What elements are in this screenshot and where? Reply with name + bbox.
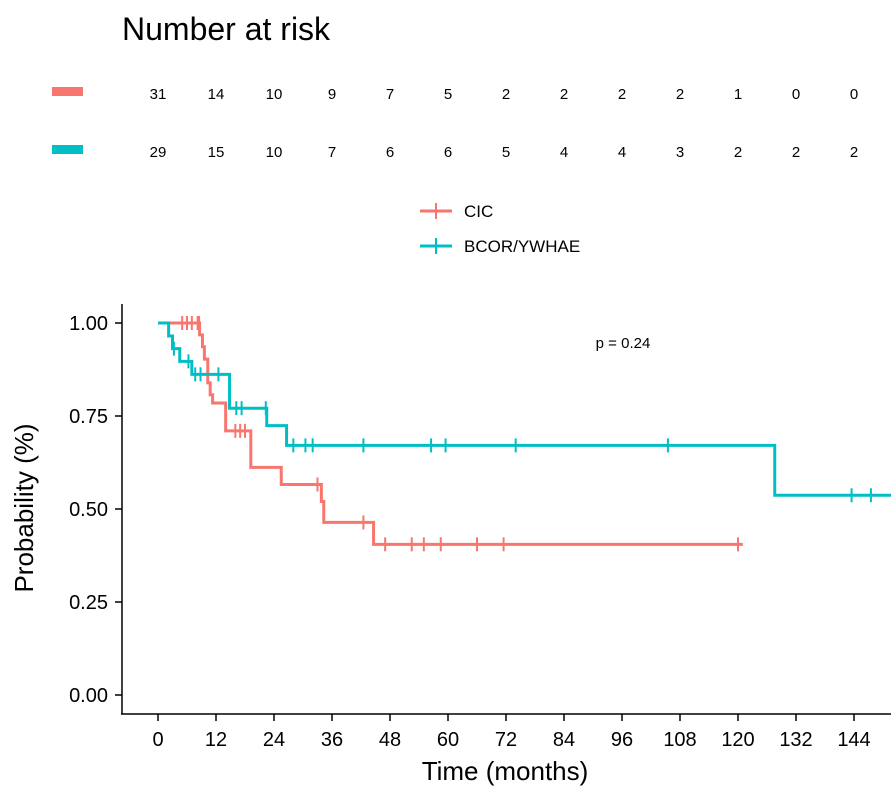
x-tick-label: 96 xyxy=(611,729,633,751)
y-tick-label: 1.00 xyxy=(69,313,108,335)
risk-count-bcor-ywhae: 10 xyxy=(266,144,283,161)
x-tick-label: 132 xyxy=(779,729,812,751)
risk-count-cic: 2 xyxy=(560,86,568,103)
legend-item-cic: CIC xyxy=(420,202,493,221)
survival-curve-cic xyxy=(158,321,743,546)
y-tick-label: 0.50 xyxy=(69,499,108,521)
legend: CIC BCOR/YWHAE xyxy=(420,202,580,256)
risk-count-bcor-ywhae: 3 xyxy=(676,144,684,161)
legend-label-cic: CIC xyxy=(464,202,493,221)
y-axis-ticks: 0.00 0.25 0.50 0.75 1.00 xyxy=(69,313,122,707)
series-cic xyxy=(158,316,743,552)
risk-count-cic: 2 xyxy=(676,86,684,103)
x-tick-label: 48 xyxy=(379,729,401,751)
risk-count-bcor-ywhae: 6 xyxy=(386,144,394,161)
risk-count-bcor-ywhae: 4 xyxy=(618,144,626,161)
x-tick-label: 120 xyxy=(721,729,754,751)
survival-curves xyxy=(158,316,891,552)
x-tick-label: 24 xyxy=(263,729,285,751)
legend-item-bcor-ywhae: BCOR/YWHAE xyxy=(420,237,580,256)
x-tick-label: 84 xyxy=(553,729,575,751)
risk-count-bcor-ywhae: 2 xyxy=(850,144,858,161)
risk-count-cic: 10 xyxy=(266,86,283,103)
risk-table: 3114109752222100029151076654432220 xyxy=(52,86,858,161)
risk-table-title: Number at risk xyxy=(122,11,331,47)
risk-count-cic: 0 xyxy=(792,86,800,103)
risk-count-bcor-ywhae: 2 xyxy=(734,144,742,161)
risk-count-bcor-ywhae: 29 xyxy=(150,144,167,161)
y-tick-label: 0.00 xyxy=(69,685,108,707)
risk-count-cic: 1 xyxy=(734,86,742,103)
risk-row-key-cic xyxy=(52,87,83,96)
risk-row-key-bcor-ywhae xyxy=(52,145,83,154)
risk-count-bcor-ywhae: 2 xyxy=(792,144,800,161)
series-bcor-ywhae xyxy=(158,321,891,503)
risk-count-cic: 9 xyxy=(328,86,336,103)
x-tick-label: 144 xyxy=(837,729,870,751)
x-tick-label: 36 xyxy=(321,729,343,751)
risk-count-bcor-ywhae: 6 xyxy=(444,144,452,161)
risk-count-cic: 31 xyxy=(150,86,167,103)
x-axis-title: Time (months) xyxy=(422,756,589,786)
risk-count-cic: 2 xyxy=(618,86,626,103)
x-tick-label: 12 xyxy=(205,729,227,751)
risk-count-cic: 2 xyxy=(502,86,510,103)
risk-count-cic: 5 xyxy=(444,86,452,103)
y-axis-title: Probability (%) xyxy=(9,423,39,592)
survival-curve-bcor-ywhae xyxy=(158,321,891,497)
x-tick-label: 72 xyxy=(495,729,517,751)
y-tick-label: 0.75 xyxy=(69,406,108,428)
legend-label-bcor-ywhae: BCOR/YWHAE xyxy=(464,237,580,256)
risk-count-bcor-ywhae: 15 xyxy=(208,144,225,161)
x-tick-label: 108 xyxy=(663,729,696,751)
risk-count-bcor-ywhae: 5 xyxy=(502,144,510,161)
x-tick-label: 60 xyxy=(437,729,459,751)
x-tick-label: 0 xyxy=(152,729,163,751)
y-tick-label: 0.25 xyxy=(69,592,108,614)
risk-count-cic: 0 xyxy=(850,86,858,103)
risk-count-cic: 7 xyxy=(386,86,394,103)
risk-count-cic: 14 xyxy=(208,86,225,103)
p-value-annotation: p = 0.24 xyxy=(596,335,651,352)
x-axis-ticks: 01224364860728496108120132144156 xyxy=(152,714,871,751)
risk-count-bcor-ywhae: 7 xyxy=(328,144,336,161)
risk-count-bcor-ywhae: 4 xyxy=(560,144,568,161)
